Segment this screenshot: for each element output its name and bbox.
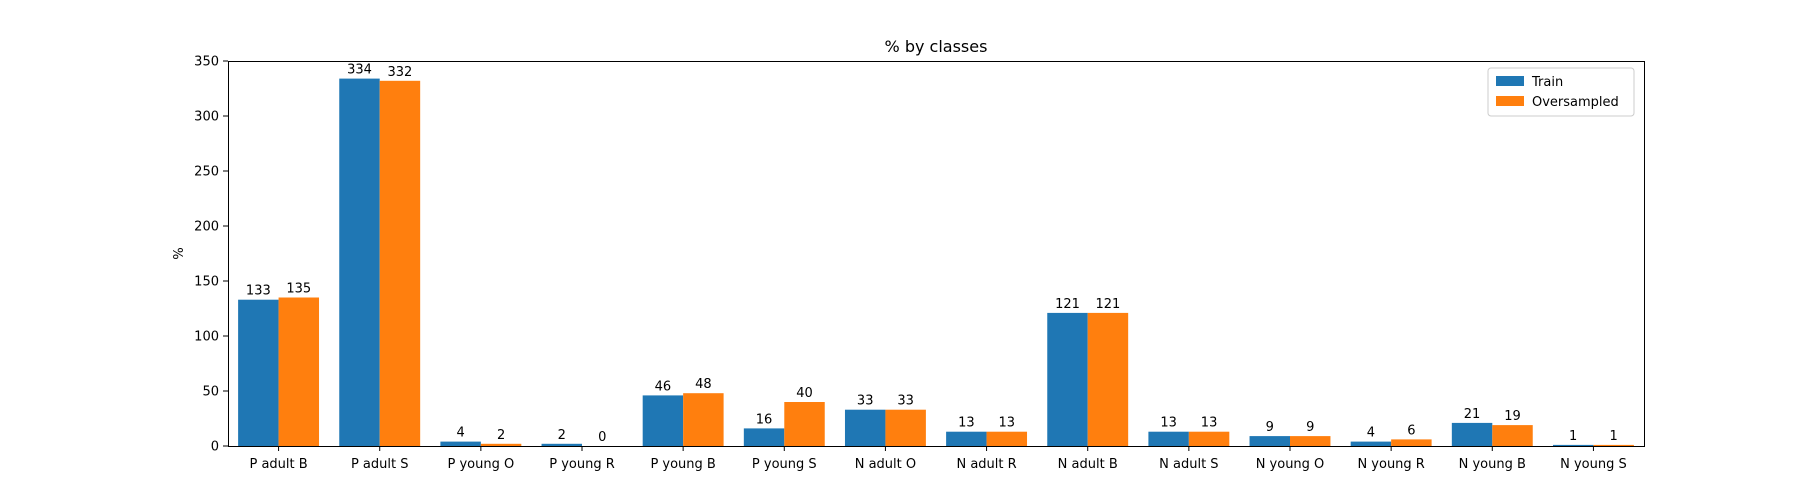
y-tick-label: 0 [211,440,219,455]
bar-value-label: 13 [1160,416,1177,431]
bar [480,443,522,446]
bar-value-label: 48 [695,377,712,392]
x-tick-label: N young B [1459,457,1526,472]
bar [986,431,1028,446]
legend-swatch [1496,96,1524,106]
y-axis-label: % [172,247,187,259]
bar [946,431,987,446]
bars-group [238,78,1634,447]
bar-value-label: 13 [999,416,1016,431]
bar-value-label: 46 [655,379,672,394]
bar [1087,312,1129,446]
bar [339,78,380,446]
bar-value-label: 133 [246,284,271,299]
y-tick-label: 150 [194,275,219,290]
bar-value-label: 2 [497,428,505,443]
x-tick-label: N young O [1256,457,1325,472]
bar-value-label: 121 [1055,297,1080,312]
bar-value-label: 16 [756,412,773,427]
bar-value-label: 332 [388,65,413,80]
bar-value-label: 2 [558,428,566,443]
bar-value-label: 40 [796,386,813,401]
bar [379,80,421,447]
bar [1492,425,1533,446]
y-tick-label: 200 [194,220,219,235]
y-axis-ticks: 0 50 100 150 200 250 300 350 [194,55,228,455]
x-axis-ticks: P adult B P adult S P young O P young R P yo… [249,446,1627,472]
bar-value-label: 33 [857,394,874,409]
bar-value-label: 4 [456,426,464,441]
y-tick-label: 350 [194,55,219,70]
bar [844,409,886,446]
bar-value-label: 33 [897,394,914,409]
bar [1148,431,1189,446]
bar [1350,441,1392,446]
bar-value-label: 19 [1504,409,1521,424]
legend-swatch [1496,76,1524,86]
bar [743,428,785,446]
y-tick-label: 50 [202,385,219,400]
legend-frame [1487,67,1635,117]
x-tick-label: N adult S [1159,457,1218,472]
y-tick-label: 100 [194,330,219,345]
bar-value-label: 1 [1569,429,1577,444]
bar [1391,439,1432,446]
bar [1047,312,1088,446]
bar [1451,422,1493,446]
x-tick-label: P adult S [351,457,409,472]
bar-value-label: 9 [1266,420,1274,435]
bar [1593,444,1634,446]
bar-value-label: 121 [1096,297,1121,312]
y-tick-label: 300 [194,110,219,125]
bar-value-label: 135 [286,282,311,297]
bar [683,393,724,446]
bar [1552,444,1594,446]
x-tick-label: P young B [650,457,715,472]
bar [238,299,279,446]
bar-value-label: 13 [1201,416,1218,431]
bar [1188,431,1230,446]
bar [784,402,825,446]
bar-value-label: 4 [1367,426,1375,441]
bar [541,443,582,446]
legend-entry-label: Train [1531,75,1563,90]
bar [440,441,481,446]
x-tick-label: N adult B [1058,457,1118,472]
bar-value-label: 1 [1610,429,1618,444]
bar-value-label: 9 [1306,420,1314,435]
x-tick-label: P young S [752,457,817,472]
x-tick-label: N adult O [855,457,916,472]
bar-value-label: 334 [347,63,372,78]
chart-title: % by classes [885,37,988,56]
x-tick-label: N young S [1560,457,1627,472]
legend: Train Oversampled [1487,67,1635,117]
bar-value-label: 21 [1464,407,1481,422]
bar-value-label: 0 [598,430,606,445]
legend-entry-label: Oversampled [1532,95,1619,110]
bar [1290,436,1331,446]
x-tick-label: P adult B [249,457,307,472]
bar [642,395,684,446]
x-tick-label: P young R [549,457,615,472]
x-tick-label: P young O [447,457,514,472]
x-tick-label: N young R [1357,457,1424,472]
bar-value-label: 13 [958,416,975,431]
plot-area-frame [228,61,1645,447]
bar [885,409,926,446]
y-tick-label: 250 [194,165,219,180]
x-tick-label: N adult R [956,457,1016,472]
bar [278,297,320,446]
bar-value-label: 6 [1407,423,1415,438]
bar [1249,436,1290,446]
